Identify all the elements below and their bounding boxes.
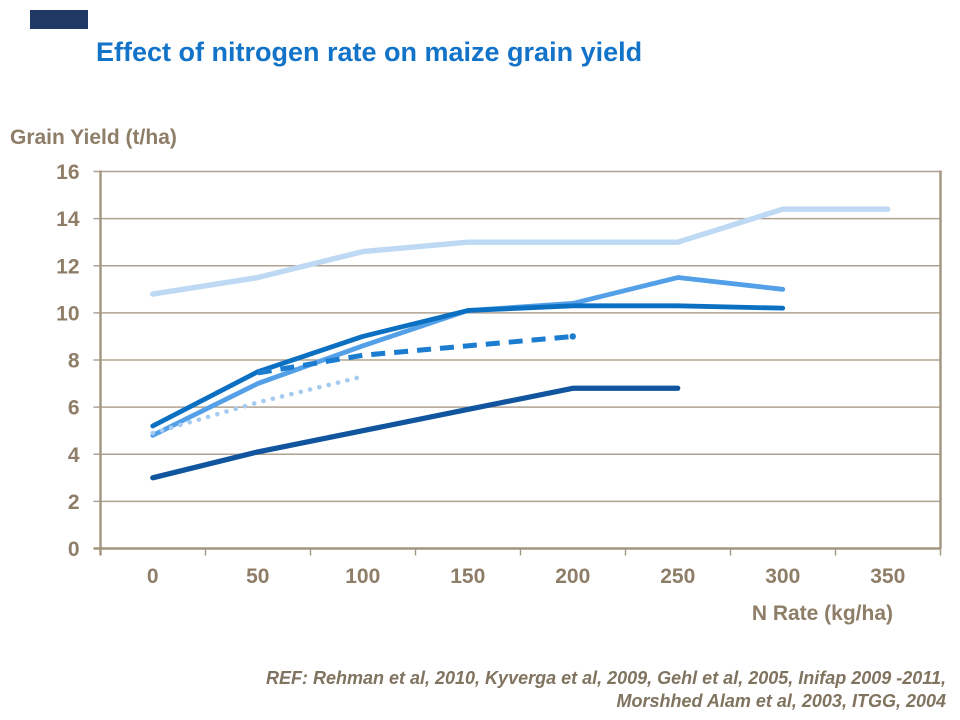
y-tick-label: 6 [68,397,80,420]
series-blue-dashed-end-dot [569,333,576,340]
y-tick-label: 14 [56,208,80,231]
y-tick-label: 12 [56,255,79,278]
y-tick-label: 16 [56,161,79,184]
x-tick-label: 50 [246,565,269,588]
x-tick-label: 0 [147,565,159,588]
ref-line-1: REF: Rehman et al, 2010, Kyverga et al, … [265,668,946,688]
x-tick-label: 100 [345,565,380,588]
x-tick-label: 300 [765,565,800,588]
series-navy-blue-solid [150,385,681,481]
x-axis-title: N Rate (kg/ha) [751,602,893,625]
series-pale-blue-solid [150,206,891,297]
corner-accent-bar [30,10,88,29]
y-tick-label: 4 [68,444,80,467]
gridlines [93,170,941,503]
series-blue-dashed [257,333,573,376]
x-tick-label: 150 [450,565,485,588]
chart-title: Effect of nitrogen rate on maize grain y… [96,37,643,67]
y-tick-label: 0 [68,538,80,561]
y-tick-label: 8 [68,350,80,373]
axis-labels: 0 2 4 6 8 10 12 14 16 0 50 100 150 200 250 300 350 [56,161,905,588]
x-tick-label: 200 [555,565,590,588]
x-tick-label: 350 [870,565,905,588]
y-tick-label: 2 [68,491,80,514]
ref-text: REF: Rehman et al, 2010, Kyverga et al, … [266,667,946,713]
series-pale-blue-dotted [150,374,366,436]
y-axis-title: Grain Yield (t/ha) [10,126,177,149]
y-tick-label: 10 [56,302,79,325]
ref-line-2: Morshhed Alam et al, 2003, ITGG, 2004 [616,691,946,711]
x-tick-label: 250 [660,565,695,588]
